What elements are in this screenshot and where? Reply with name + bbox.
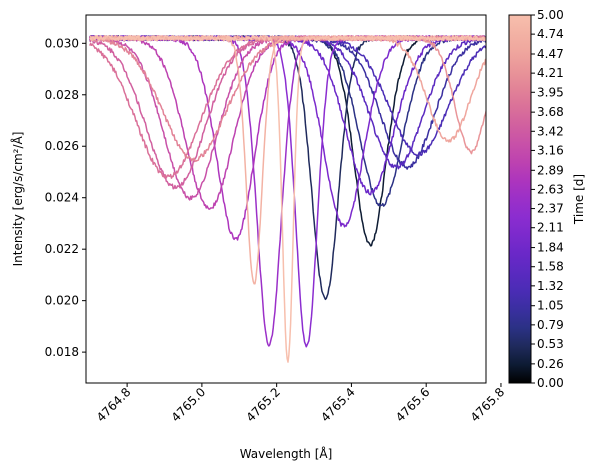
colorbar: [508, 14, 532, 384]
colorbar-tick-label: 5.00: [537, 8, 564, 22]
y-tick-label: 0.022: [45, 242, 79, 256]
x-tick-label: 4764.8: [94, 385, 134, 425]
x-tick-label: 4765.2: [243, 385, 283, 425]
colorbar-tick-label: 0.26: [537, 357, 564, 371]
series-line-t3_95: [89, 35, 486, 163]
x-axis-label: Wavelength [Å]: [240, 446, 333, 461]
colorbar-tick-label: 4.21: [537, 66, 564, 80]
x-axis-ticks: 4764.8 4765.0 4765.2 4765.4 4765.6 4765.8: [94, 383, 507, 425]
y-axis-label: Intensity [erg/s/cm²/Å]: [10, 132, 25, 267]
y-tick-label: 0.018: [45, 345, 79, 359]
y-tick-label: 0.030: [45, 36, 79, 50]
series-line-t4_74: [89, 35, 486, 285]
colorbar-tick-label: 4.74: [537, 27, 564, 41]
line-series-group: [89, 35, 486, 363]
colorbar-tick-label: 1.84: [537, 241, 564, 255]
colorbar-tick-label: 0.00: [537, 376, 564, 390]
plot-frame: [85, 14, 487, 384]
colorbar-tick-label: 4.47: [537, 47, 564, 61]
colorbar-label: Time [d]: [572, 174, 586, 225]
y-axis-ticks: 0.018 0.020 0.022 0.024 0.026 0.028 0.030: [45, 36, 86, 359]
colorbar-tick-label: 1.05: [537, 299, 564, 313]
x-tick-label: 4765.6: [393, 385, 433, 425]
colorbar-tick-label: 2.63: [537, 182, 564, 196]
colorbar-tick-label: 3.68: [537, 105, 564, 119]
x-tick-label: 4765.8: [468, 385, 508, 425]
x-tick-label: 4765.4: [318, 385, 358, 425]
series-line-t0_26: [89, 35, 486, 301]
colorbar-tick-label: 1.32: [537, 279, 564, 293]
colorbar-tick-label: 1.58: [537, 260, 564, 274]
series-line-t5_00: [89, 35, 486, 363]
y-tick-label: 0.028: [45, 88, 79, 102]
colorbar-tick-label: 2.89: [537, 163, 564, 177]
colorbar-ticks: 0.00 0.26 0.53 0.79 1.05 1.32 1.58 1.84 2.11 2.37…: [531, 8, 564, 390]
colorbar-tick-label: 3.16: [537, 143, 564, 157]
colorbar-tick-label: 0.79: [537, 318, 564, 332]
y-tick-label: 0.026: [45, 139, 79, 153]
y-tick-label: 0.020: [45, 294, 79, 308]
colorbar-tick-label: 0.53: [537, 337, 564, 351]
x-tick-label: 4765.0: [169, 385, 209, 425]
colorbar-tick-label: 3.42: [537, 124, 564, 138]
y-tick-label: 0.024: [45, 191, 79, 205]
colorbar-tick-label: 2.37: [537, 202, 564, 216]
colorbar-tick-label: 3.95: [537, 85, 564, 99]
colorbar-tick-label: 2.11: [537, 221, 564, 235]
